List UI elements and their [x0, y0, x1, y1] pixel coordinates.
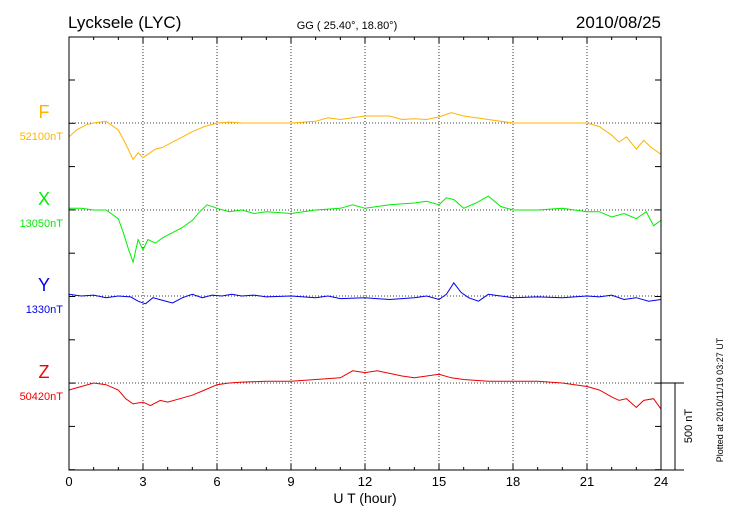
x-tick-label: 6 [213, 474, 220, 489]
series-baseline-f: 52100nT [20, 131, 64, 143]
scale-bar-label: 500 nT [683, 409, 695, 444]
series-name-y: Y [38, 275, 50, 295]
grid-lines [69, 37, 661, 470]
series-name-z: Z [39, 362, 50, 382]
chart-subtitle: GG ( 25.40°, 18.80°) [297, 20, 398, 32]
scale-bar: 500 nT [661, 382, 695, 471]
series-name-x: X [38, 189, 50, 209]
x-tick-label: 12 [358, 474, 372, 489]
series-line-z [68, 370, 662, 410]
x-tick-label: 15 [432, 474, 446, 489]
series-traces [68, 112, 662, 410]
series-line-x [69, 195, 662, 265]
series-baseline-y: 1330nT [26, 304, 64, 316]
chart-date: 2010/08/25 [576, 13, 661, 32]
series-baseline-x: 13050nT [20, 218, 64, 230]
x-ticks: 0 3 6 9 12 15 18 21 24 [65, 37, 668, 489]
x-tick-label: 9 [287, 474, 294, 489]
series-line-f [68, 112, 662, 161]
y-ticks [69, 79, 661, 471]
x-axis-label: U T (hour) [333, 490, 396, 506]
x-tick-label: 21 [580, 474, 594, 489]
series-labels: F 52100nT X 13050nT Y 1330nT Z 50420nT [20, 102, 64, 403]
x-tick-label: 0 [65, 474, 72, 489]
x-tick-label: 24 [654, 474, 668, 489]
x-tick-label: 18 [506, 474, 520, 489]
series-name-f: F [39, 102, 50, 122]
series-baseline-z: 50420nT [20, 391, 64, 403]
x-tick-label: 3 [139, 474, 146, 489]
series-line-y [68, 282, 662, 305]
chart-title: Lycksele (LYC) [68, 13, 181, 32]
plotted-note: Plotted at 2010/11/19 03:27 UT [715, 337, 725, 462]
